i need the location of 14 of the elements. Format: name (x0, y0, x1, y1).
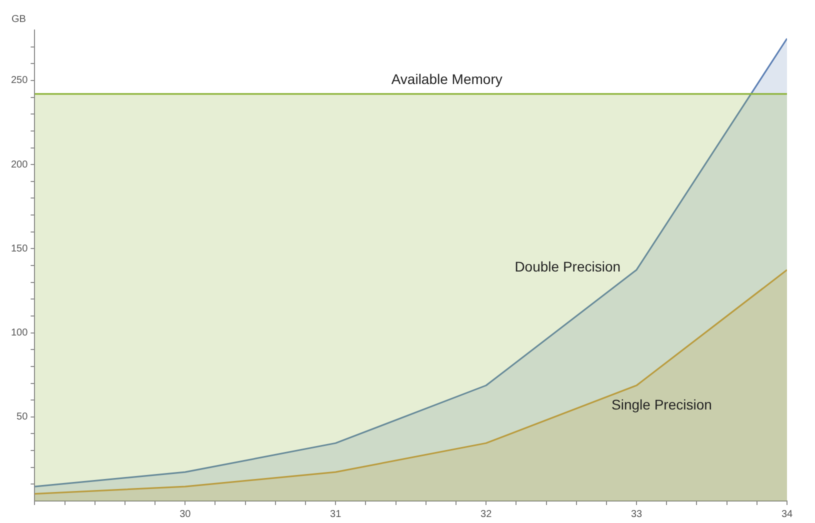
x-tick-label: 32 (480, 508, 492, 520)
x-tick-label: 33 (630, 508, 643, 520)
y-axis-title: GB (11, 14, 26, 25)
y-tick-label: 150 (10, 243, 28, 254)
y-tick-label: 200 (10, 159, 28, 170)
series-label: Single Precision (612, 396, 712, 412)
x-tick-label: 34 (781, 508, 793, 520)
x-tick-label: 30 (180, 508, 192, 520)
y-tick-label: 250 (10, 75, 28, 86)
y-tick-label: 100 (10, 328, 28, 339)
y-tick-label: 50 (16, 412, 28, 423)
x-tick-label: 31 (330, 508, 342, 520)
series-label: Available Memory (391, 70, 502, 87)
series-label: Double Precision (514, 258, 621, 275)
